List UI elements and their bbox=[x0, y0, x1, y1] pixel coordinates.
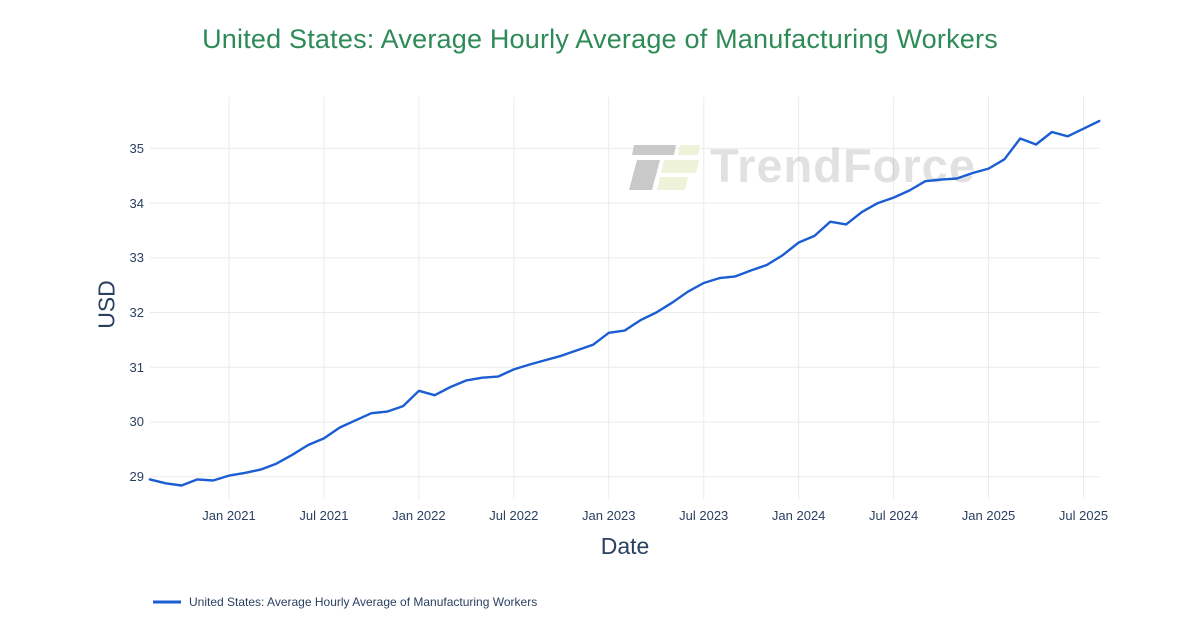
x-tick-label: Jul 2024 bbox=[869, 508, 919, 523]
y-tick-label: 30 bbox=[129, 414, 144, 430]
y-axis-title: USD bbox=[93, 280, 120, 329]
y-tick-label: 31 bbox=[129, 359, 144, 375]
y-tick-label: 34 bbox=[129, 195, 144, 211]
x-tick-label: Jan 2025 bbox=[961, 508, 1016, 523]
x-tick-label: Jul 2023 bbox=[679, 508, 729, 523]
legend-item[interactable]: United States: Average Hourly Average of… bbox=[152, 595, 537, 609]
x-tick-label: Jul 2025 bbox=[1058, 508, 1109, 523]
y-tick-label: 33 bbox=[129, 250, 144, 266]
legend-line-swatch bbox=[153, 600, 181, 604]
y-tick-label: 32 bbox=[129, 305, 144, 321]
x-tick-label: Jan 2023 bbox=[582, 508, 636, 523]
chart-title: United States: Average Hourly Average of… bbox=[202, 24, 998, 54]
x-tick-label: Jul 2022 bbox=[489, 508, 539, 523]
x-tick-label: Jan 2024 bbox=[771, 508, 826, 523]
x-tick-label: Jan 2021 bbox=[202, 508, 256, 523]
x-tick-label: Jul 2021 bbox=[299, 508, 349, 523]
y-tick-label: 35 bbox=[129, 140, 144, 156]
legend-label: United States: Average Hourly Average of… bbox=[189, 595, 538, 609]
y-tick-label: 29 bbox=[129, 469, 144, 485]
series-line bbox=[148, 119, 1101, 487]
x-axis-title: Date bbox=[600, 533, 650, 559]
x-tick-label: Jan 2022 bbox=[392, 508, 446, 523]
